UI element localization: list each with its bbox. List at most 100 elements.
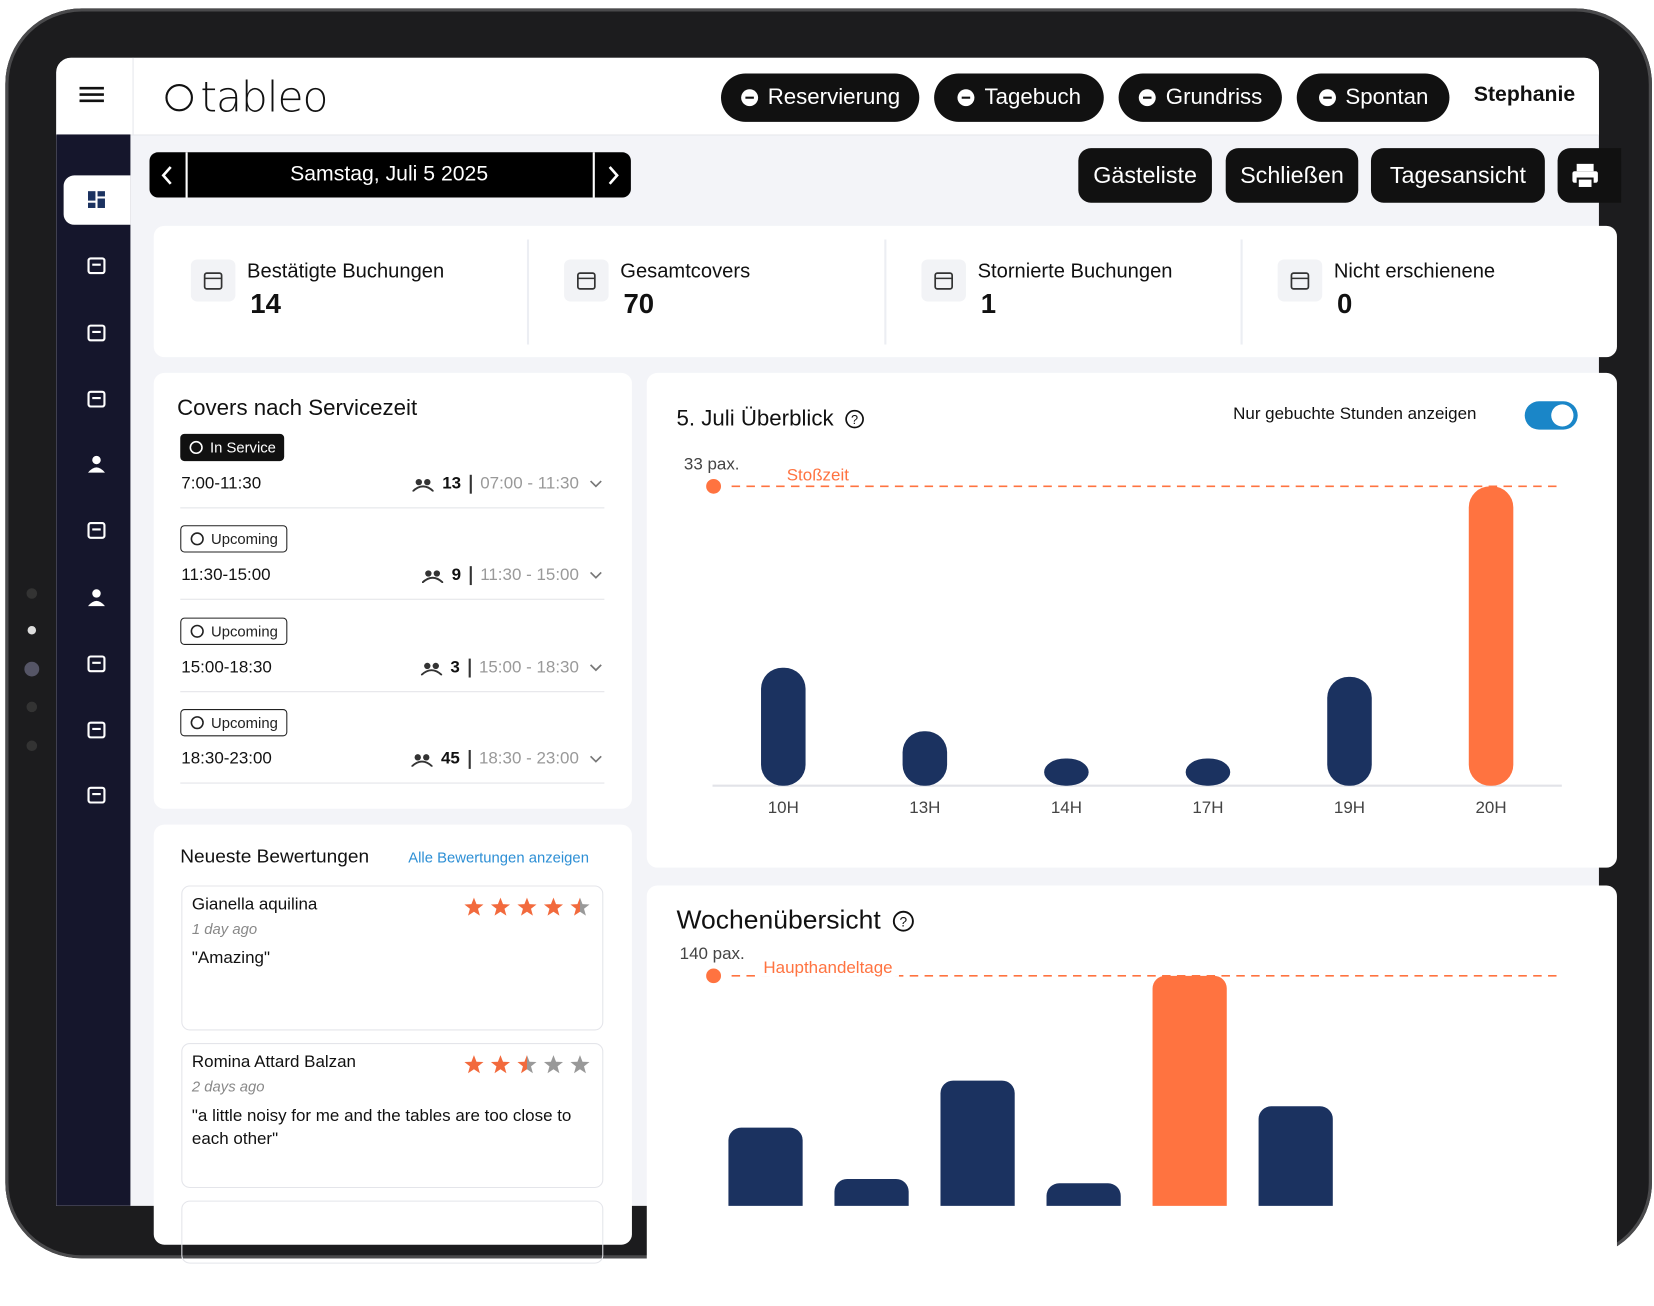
- review-card: [181, 1043, 604, 1189]
- header-button[interactable]: Grundriss: [1118, 73, 1282, 122]
- stat-label: Stornierte Buchungen: [977, 260, 1173, 283]
- nav-icon[interactable]: [86, 520, 107, 541]
- x-tick-label: 10H: [768, 798, 799, 817]
- service-info: 13 07:00 - 11:30: [350, 474, 604, 494]
- status-label: In Service: [209, 439, 276, 456]
- reviewer-name: Romina Attard Balzan: [191, 1053, 356, 1072]
- star: [464, 1055, 484, 1074]
- status-label: Upcoming: [210, 714, 278, 731]
- nav-icon[interactable]: [86, 587, 107, 608]
- nav-icon[interactable]: [86, 454, 107, 475]
- review-text: "Amazing": [191, 949, 270, 968]
- covers-icon: [421, 570, 444, 584]
- status-tag: Upcoming: [180, 708, 288, 737]
- stat-label: Bestätigte Buchungen: [247, 260, 445, 283]
- nav-icon[interactable]: [86, 653, 107, 674]
- covers-count: 9: [452, 566, 472, 586]
- rating-stars: [464, 897, 590, 916]
- header-button[interactable]: Tagebuch: [934, 73, 1104, 122]
- bar: [902, 731, 948, 786]
- stat-icon: [564, 259, 609, 302]
- header-button[interactable]: Reservierung: [721, 73, 920, 122]
- nav-icon[interactable]: [86, 189, 107, 210]
- star: [490, 897, 511, 916]
- reviews-title: Neueste Bewertungen: [180, 845, 370, 867]
- nav-active: [63, 175, 131, 225]
- covers-count: 3: [450, 658, 471, 678]
- stage: tableo Stephanie Samstag, Juli 5 2025 Co…: [5, 8, 1652, 1264]
- chart-title: Wochenübersicht: [676, 905, 881, 935]
- user-name[interactable]: Stephanie: [1473, 82, 1576, 107]
- annotation-bg: [780, 465, 856, 485]
- y-tick-label: 140 pax.: [680, 944, 745, 963]
- bar: [1152, 975, 1227, 1206]
- toolbar-button[interactable]: Gästeliste: [1078, 148, 1212, 203]
- x-tick-label: 14H: [1051, 798, 1082, 817]
- nav-icon[interactable]: [86, 255, 107, 276]
- bar: [940, 1080, 1015, 1206]
- all-reviews-link[interactable]: Alle Bewertungen anzeigen: [408, 848, 589, 866]
- stat-label: Gesamtcovers: [620, 260, 751, 283]
- stat-label: Nicht erschienene: [1333, 260, 1496, 283]
- annotation: Stoßzeit: [787, 465, 849, 484]
- help-icon[interactable]: ?: [844, 409, 865, 430]
- service-range: 15:00 - 18:30: [478, 658, 579, 677]
- status-icon: [190, 532, 204, 546]
- stat-icon: [921, 259, 966, 302]
- expand-icon[interactable]: [587, 752, 604, 767]
- row-divider: [180, 507, 605, 509]
- week-chart-heading: Wochenübersicht?: [676, 905, 914, 935]
- next-day[interactable]: [592, 152, 633, 198]
- print-button[interactable]: [1557, 148, 1622, 203]
- nav-icon[interactable]: [86, 322, 107, 343]
- button-icon: [741, 89, 759, 107]
- chart-layer: 33 pax. Stoßzeit 10H 13H 14H 17H 19H 20H 140 pax…: [680, 455, 1562, 1206]
- service-time: 7:00-11:30: [181, 474, 262, 493]
- bar: [1044, 758, 1089, 786]
- help-icon[interactable]: ?: [891, 909, 914, 932]
- covers-count: 45: [441, 749, 471, 769]
- toolbar-button[interactable]: Tagesansicht: [1370, 148, 1545, 203]
- y-tick-label: 33 pax.: [684, 455, 740, 474]
- stat-value: 14: [250, 287, 281, 320]
- star: [517, 1055, 537, 1074]
- reviewer-name: Gianella aquilina: [191, 895, 318, 914]
- button-label: Spontan: [1345, 85, 1429, 110]
- toggle[interactable]: [1524, 401, 1578, 430]
- review-card: [181, 885, 604, 1031]
- star: [543, 897, 564, 916]
- star: [543, 1055, 564, 1074]
- button-icon: [957, 89, 975, 107]
- menu-button[interactable]: [56, 57, 134, 135]
- bar: [1327, 676, 1372, 786]
- service-time: 15:00-18:30: [181, 658, 272, 677]
- service-info: 45 18:30 - 23:00: [350, 749, 604, 769]
- bar: [1046, 1183, 1121, 1206]
- x-tick-label: 17H: [1192, 798, 1223, 817]
- covers-icon: [420, 662, 442, 675]
- expand-icon[interactable]: [587, 477, 604, 492]
- service-time: 18:30-23:00: [181, 749, 272, 768]
- row-divider: [180, 690, 605, 692]
- nav-icon[interactable]: [86, 389, 107, 410]
- reviews-panel: [153, 824, 632, 1245]
- toggle-label: Nur gebuchte Stunden anzeigen: [1233, 405, 1477, 424]
- prev-day[interactable]: [150, 152, 188, 198]
- chart-title: 5. Juli Überblick: [676, 406, 834, 431]
- stat-icon: [190, 259, 236, 302]
- header-button[interactable]: Spontan: [1296, 73, 1450, 122]
- nav-icon[interactable]: [86, 720, 107, 741]
- nav-icon[interactable]: [86, 785, 107, 806]
- review-card: [181, 1200, 604, 1264]
- stat-glyph: [934, 272, 953, 290]
- rating-stars: [464, 1055, 590, 1074]
- service-info: 3 15:00 - 18:30: [350, 658, 604, 678]
- bar: [834, 1178, 909, 1206]
- toolbar-button[interactable]: Schließen: [1225, 148, 1359, 203]
- expand-icon[interactable]: [587, 569, 604, 584]
- expand-icon[interactable]: [587, 660, 604, 675]
- svg-text:?: ?: [851, 413, 858, 427]
- logo-text: tableo: [200, 73, 328, 122]
- service-range: 11:30 - 15:00: [480, 566, 579, 585]
- stat-glyph: [1290, 272, 1310, 290]
